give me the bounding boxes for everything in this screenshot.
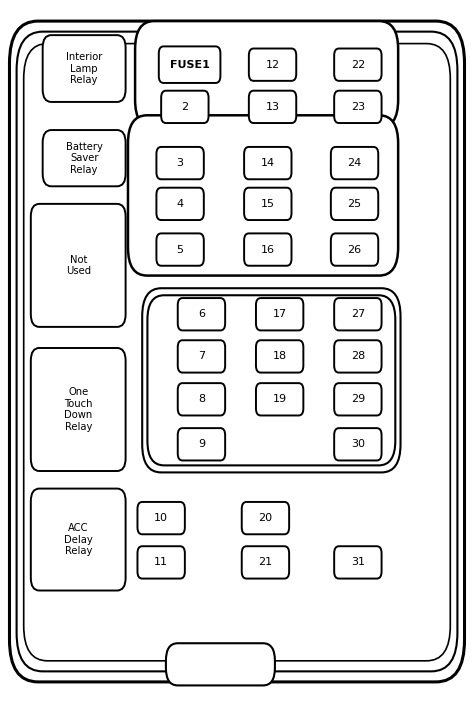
FancyBboxPatch shape bbox=[334, 546, 382, 579]
Text: 20: 20 bbox=[258, 513, 273, 523]
Text: 17: 17 bbox=[273, 309, 287, 319]
Text: 14: 14 bbox=[261, 158, 275, 168]
Text: 6: 6 bbox=[198, 309, 205, 319]
Text: 4: 4 bbox=[176, 199, 184, 209]
FancyBboxPatch shape bbox=[128, 115, 398, 276]
FancyBboxPatch shape bbox=[178, 428, 225, 460]
FancyBboxPatch shape bbox=[135, 21, 398, 128]
FancyBboxPatch shape bbox=[334, 340, 382, 373]
FancyBboxPatch shape bbox=[334, 49, 382, 81]
FancyBboxPatch shape bbox=[334, 428, 382, 460]
FancyBboxPatch shape bbox=[331, 147, 378, 179]
FancyBboxPatch shape bbox=[159, 46, 220, 83]
FancyBboxPatch shape bbox=[31, 489, 126, 591]
FancyBboxPatch shape bbox=[166, 643, 275, 685]
FancyBboxPatch shape bbox=[331, 233, 378, 266]
Text: 7: 7 bbox=[198, 352, 205, 361]
FancyBboxPatch shape bbox=[137, 546, 185, 579]
Text: 26: 26 bbox=[347, 245, 362, 254]
Text: 23: 23 bbox=[351, 102, 365, 112]
FancyBboxPatch shape bbox=[249, 49, 296, 81]
FancyBboxPatch shape bbox=[244, 188, 292, 220]
Text: 8: 8 bbox=[198, 394, 205, 404]
Text: ACC
Delay
Relay: ACC Delay Relay bbox=[64, 523, 92, 556]
Text: 5: 5 bbox=[177, 245, 183, 254]
FancyBboxPatch shape bbox=[31, 204, 126, 327]
FancyBboxPatch shape bbox=[256, 298, 303, 330]
FancyBboxPatch shape bbox=[334, 91, 382, 123]
Text: 9: 9 bbox=[198, 439, 205, 449]
FancyBboxPatch shape bbox=[31, 348, 126, 471]
FancyBboxPatch shape bbox=[244, 233, 292, 266]
FancyBboxPatch shape bbox=[256, 340, 303, 373]
FancyBboxPatch shape bbox=[156, 147, 204, 179]
Text: FUSE1: FUSE1 bbox=[170, 60, 210, 70]
Text: 31: 31 bbox=[351, 557, 365, 567]
Text: 10: 10 bbox=[154, 513, 168, 523]
FancyBboxPatch shape bbox=[256, 383, 303, 415]
Text: 29: 29 bbox=[351, 394, 365, 404]
Text: 3: 3 bbox=[177, 158, 183, 168]
FancyBboxPatch shape bbox=[156, 233, 204, 266]
FancyBboxPatch shape bbox=[147, 295, 395, 465]
Text: 21: 21 bbox=[258, 557, 273, 567]
Text: Battery
Saver
Relay: Battery Saver Relay bbox=[66, 141, 102, 175]
FancyBboxPatch shape bbox=[242, 502, 289, 534]
FancyBboxPatch shape bbox=[249, 91, 296, 123]
FancyBboxPatch shape bbox=[178, 298, 225, 330]
Text: One
Touch
Down
Relay: One Touch Down Relay bbox=[64, 387, 92, 432]
Text: 16: 16 bbox=[261, 245, 275, 254]
Text: 24: 24 bbox=[347, 158, 362, 168]
FancyBboxPatch shape bbox=[334, 298, 382, 330]
Text: 19: 19 bbox=[273, 394, 287, 404]
FancyBboxPatch shape bbox=[331, 188, 378, 220]
FancyBboxPatch shape bbox=[137, 502, 185, 534]
FancyBboxPatch shape bbox=[244, 147, 292, 179]
Text: 11: 11 bbox=[154, 557, 168, 567]
Text: 28: 28 bbox=[351, 352, 365, 361]
FancyBboxPatch shape bbox=[156, 188, 204, 220]
FancyBboxPatch shape bbox=[334, 383, 382, 415]
FancyBboxPatch shape bbox=[242, 546, 289, 579]
FancyBboxPatch shape bbox=[43, 130, 126, 186]
Text: 27: 27 bbox=[351, 309, 365, 319]
Text: 30: 30 bbox=[351, 439, 365, 449]
FancyBboxPatch shape bbox=[142, 288, 401, 472]
Text: Interior
Lamp
Relay: Interior Lamp Relay bbox=[66, 52, 102, 85]
FancyBboxPatch shape bbox=[178, 340, 225, 373]
FancyBboxPatch shape bbox=[9, 21, 465, 682]
Text: 25: 25 bbox=[347, 199, 362, 209]
Text: 12: 12 bbox=[265, 60, 280, 70]
Text: 2: 2 bbox=[181, 102, 189, 112]
Text: Not
Used: Not Used bbox=[65, 254, 91, 276]
FancyBboxPatch shape bbox=[161, 91, 209, 123]
Text: 13: 13 bbox=[265, 102, 280, 112]
Text: 15: 15 bbox=[261, 199, 275, 209]
Text: 18: 18 bbox=[273, 352, 287, 361]
FancyBboxPatch shape bbox=[178, 383, 225, 415]
Text: 22: 22 bbox=[351, 60, 365, 70]
FancyBboxPatch shape bbox=[43, 35, 126, 102]
